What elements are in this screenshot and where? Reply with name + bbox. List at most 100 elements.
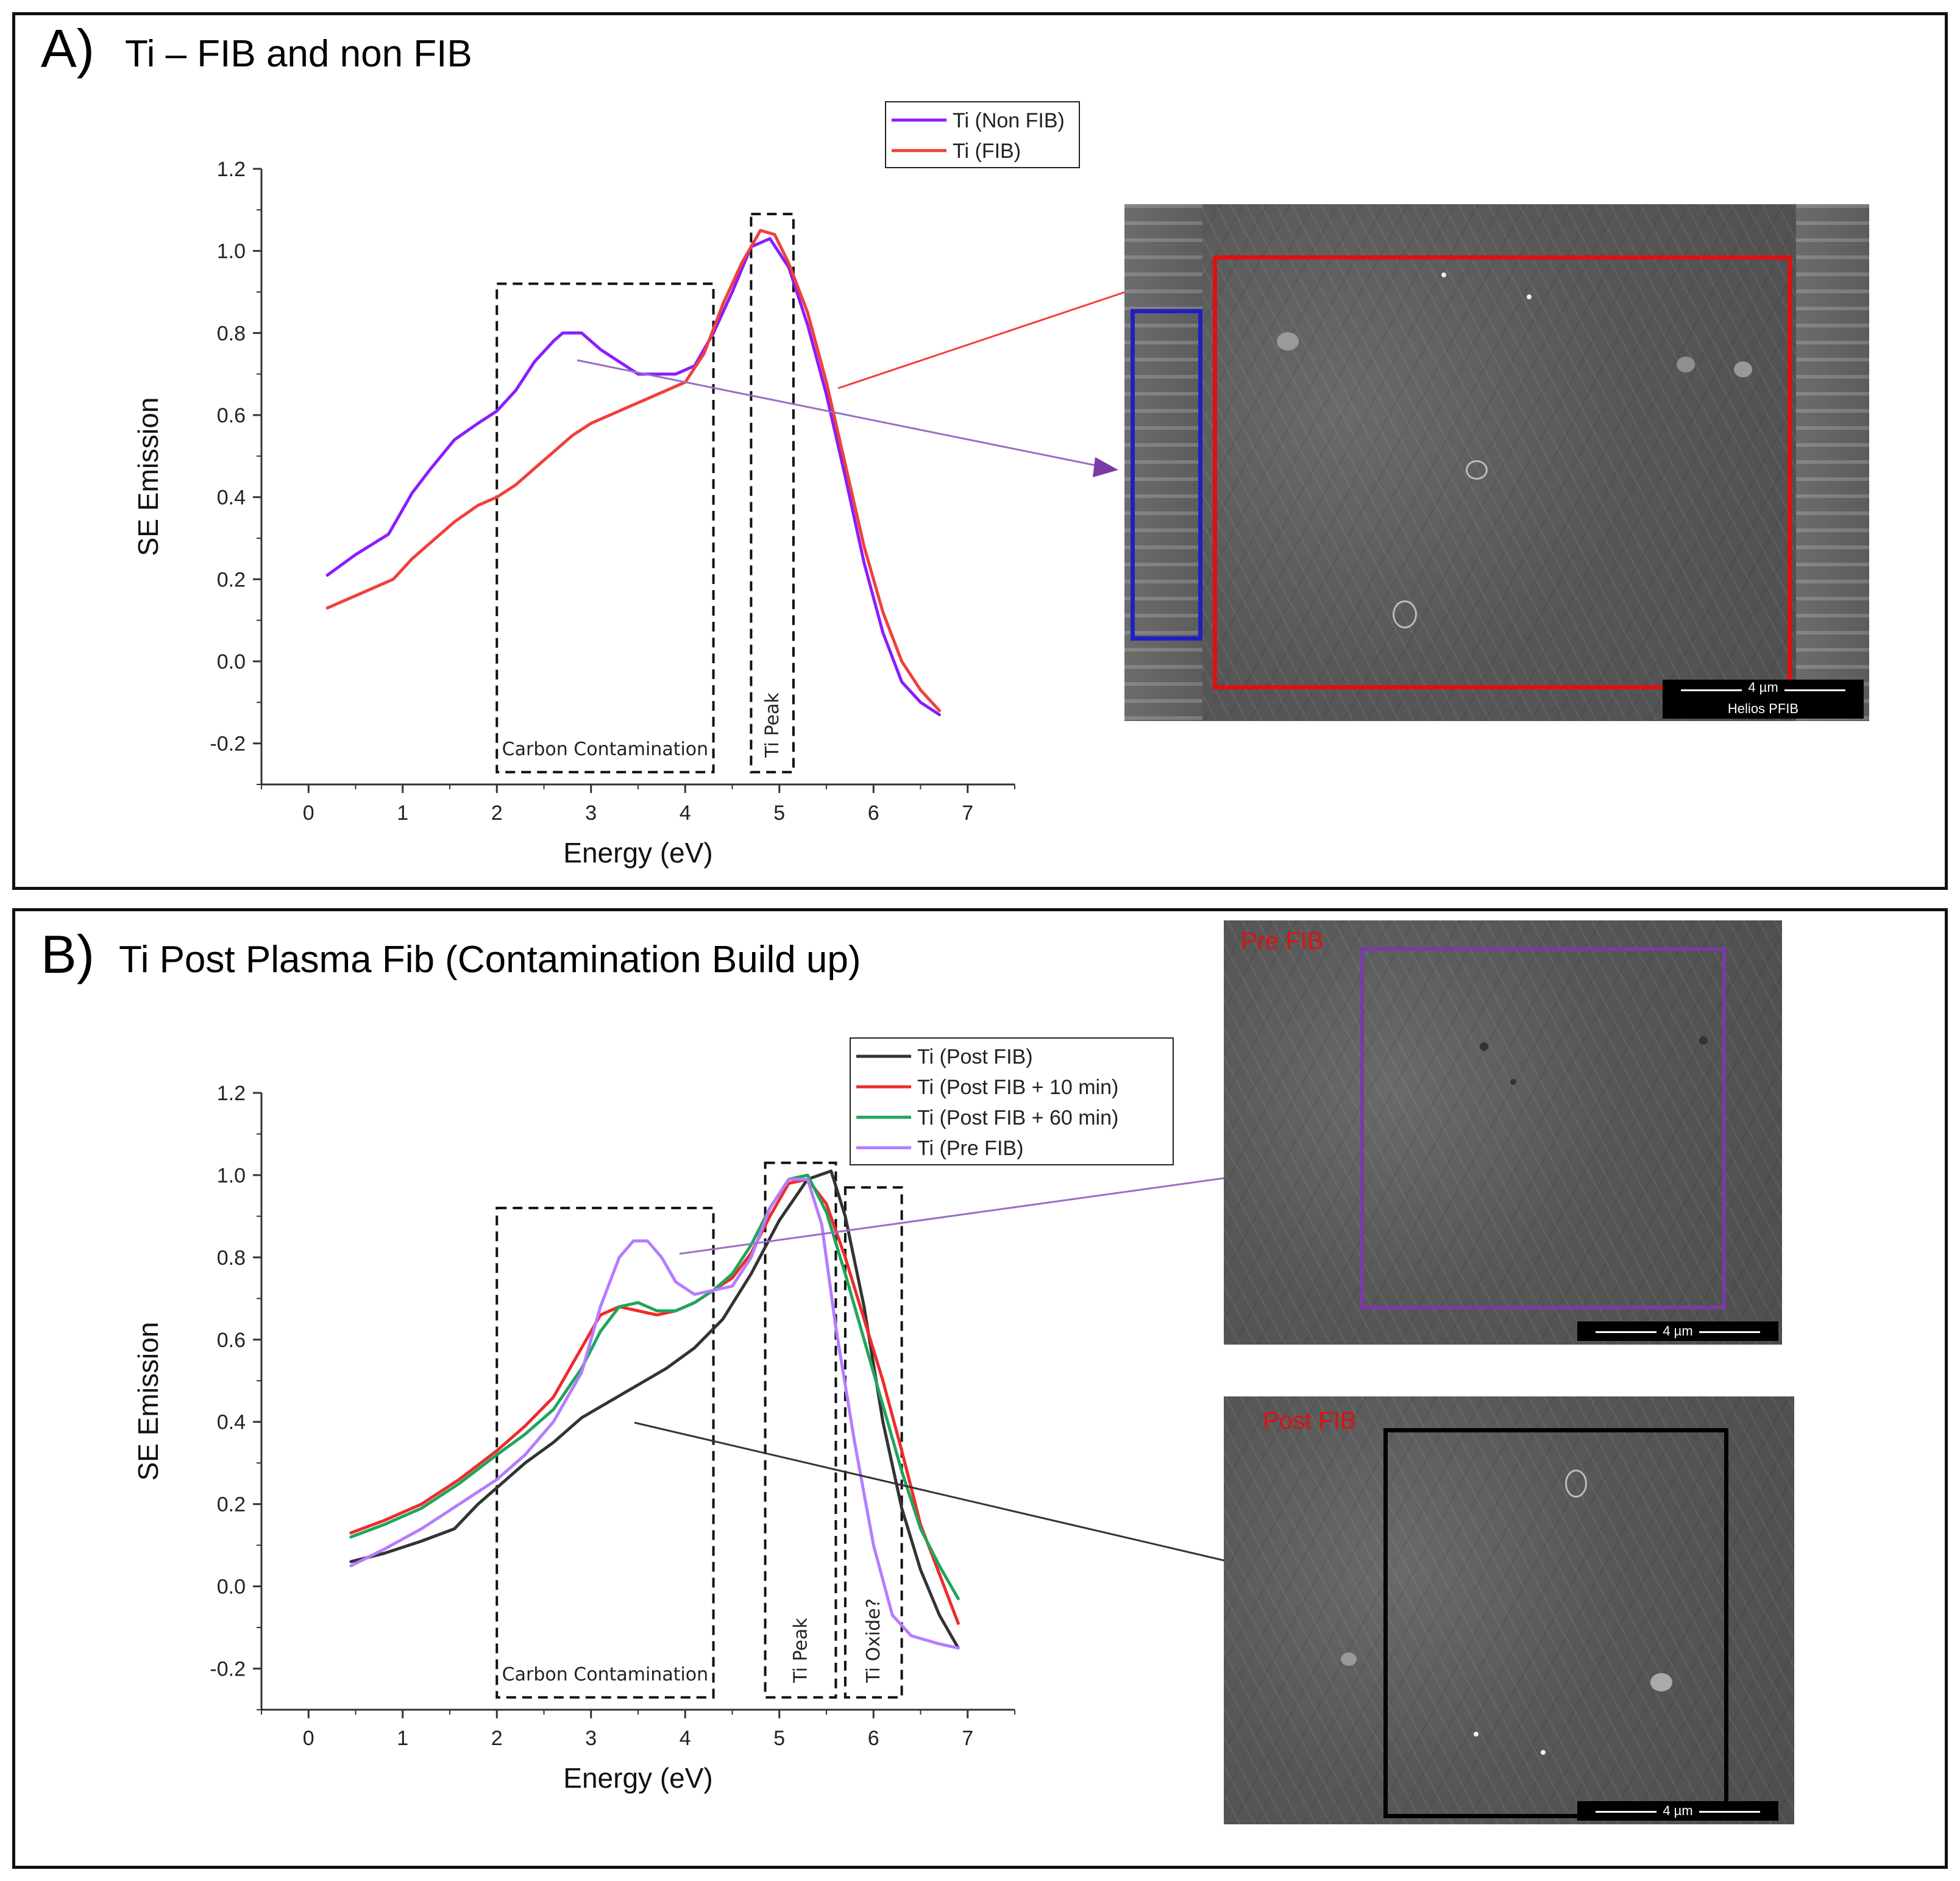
series-line [349, 1169, 960, 1650]
y-tick-label: 0.4 [217, 1411, 246, 1434]
x-tick-label: 5 [773, 802, 785, 825]
annotation-label: Ti Oxide? [863, 1598, 884, 1683]
x-tick-label: 1 [397, 1727, 408, 1750]
annotation-box [764, 1161, 837, 1699]
particle [1650, 1673, 1672, 1691]
nonfib-roi-arrowhead [1093, 457, 1118, 477]
sem-edge-strip-right [1796, 204, 1869, 721]
annotation-box [495, 282, 715, 773]
roi-fib-box [1213, 255, 1792, 689]
pre-fib-label: Pre FIB [1241, 928, 1324, 955]
sem-micrograph-post-fib: Post FIB 4 µm [1224, 1396, 1794, 1824]
particle [1734, 361, 1752, 377]
series-line [349, 1173, 960, 1601]
roi-nonfib-box [1131, 309, 1202, 641]
x-tick-label: 0 [303, 1727, 314, 1750]
particle [1393, 600, 1417, 628]
y-tick-label: 0.2 [217, 1493, 246, 1517]
panel-a: A) Ti – FIB and non FIB -0.2 0.0 0.2 0.4 0.6… [12, 12, 1948, 890]
x-tick-label: 2 [491, 1727, 503, 1750]
y-tick-label: -0.2 [210, 1658, 246, 1681]
annotation-label: Ti Peak [790, 1618, 812, 1684]
annotation-label: Carbon Contamination [502, 739, 709, 760]
legend-label: Ti (Non FIB) [953, 109, 1065, 132]
particle [1341, 1652, 1357, 1666]
particle [1677, 357, 1695, 372]
sem-texture [1124, 204, 1869, 721]
scale-bar: 4 µm [1663, 680, 1864, 699]
legend-box [850, 1037, 1174, 1165]
particle [1480, 1042, 1488, 1051]
y-tick-label: 0.4 [217, 486, 246, 510]
panel-a-title: Ti – FIB and non FIB [125, 33, 472, 75]
particle [1474, 1732, 1479, 1737]
roi-pre-fib-box [1360, 947, 1726, 1309]
scale-bar-label: 4 µm [1656, 1323, 1699, 1339]
sem-texture [1224, 920, 1782, 1345]
legend-box [885, 101, 1080, 168]
annotation-box [843, 1186, 903, 1699]
x-tick-label: 3 [585, 1727, 597, 1750]
particle [1510, 1079, 1516, 1085]
y-axis-label: SE Emission [132, 1322, 164, 1481]
y-tick-label: 0.6 [217, 1329, 246, 1352]
x-tick-label: 5 [773, 1727, 785, 1750]
nonfib-roi-arrow [577, 359, 1107, 469]
chart-a: -0.2 0.0 0.2 0.4 0.6 0.8 1.0 1.2 0 1 2 3 4 5 6 7 Energy … [132, 101, 1187, 869]
x-tick-label: 0 [303, 802, 314, 825]
particle [1277, 332, 1299, 350]
sem-micrograph-pre-fib: Pre FIB 4 µm [1224, 920, 1782, 1345]
y-tick-label: 0.0 [217, 650, 246, 674]
fib-roi-arrow [837, 273, 1179, 389]
particle [1565, 1470, 1587, 1498]
x-axis-label: Energy (eV) [563, 1762, 712, 1794]
y-tick-label: 0.6 [217, 404, 246, 427]
annotation-box [750, 213, 795, 773]
particle [1541, 1750, 1546, 1755]
y-tick-label: 0.0 [217, 1576, 246, 1599]
y-tick-label: 0.8 [217, 322, 246, 345]
y-tick-label: 0.8 [217, 1246, 246, 1270]
series-line [349, 1178, 960, 1625]
y-axis-label: SE Emission [132, 397, 164, 556]
x-tick-label: 2 [491, 802, 503, 825]
scale-bar-label: 4 µm [1656, 1803, 1699, 1818]
instrument-label: Helios PFIB [1727, 701, 1799, 716]
annotation-label: Ti Peak [762, 692, 783, 758]
sem-edge-strip [1124, 204, 1202, 721]
post-fib-label: Post FIB [1263, 1407, 1357, 1434]
particle [1527, 294, 1532, 299]
x-tick-label: 6 [868, 802, 879, 825]
particle [1699, 1036, 1708, 1045]
particle [1466, 460, 1488, 480]
x-axis-label: Energy (eV) [563, 837, 712, 869]
scale-bar-label: 4 µm [1742, 680, 1784, 695]
y-tick-label: 1.2 [217, 158, 246, 181]
chart-b: -0.2 0.0 0.2 0.4 0.6 0.8 1.0 1.2 0 1 2 3 4 5 6 7 Energy … [132, 1037, 1374, 1794]
series-line [349, 1178, 960, 1650]
y-tick-label: 1.0 [217, 1164, 246, 1187]
y-tick-label: 0.2 [217, 568, 246, 591]
x-tick-label: 3 [585, 802, 597, 825]
series-line [325, 229, 941, 713]
instrument-label-box: Helios PFIB [1663, 699, 1864, 719]
x-tick-label: 1 [397, 802, 408, 825]
panel-b: B) Ti Post Plasma Fib (Contamination Bui… [12, 908, 1948, 1869]
sem-texture [1224, 1396, 1794, 1824]
roi-post-fib-box [1383, 1428, 1728, 1818]
scale-bar: 4 µm [1577, 1801, 1778, 1821]
panel-a-letter: A) [41, 18, 94, 79]
legend-label: Ti (FIB) [953, 140, 1021, 163]
legend-label: Ti (Post FIB) [917, 1045, 1033, 1069]
panel-b-letter: B) [41, 924, 94, 984]
y-tick-label: 1.0 [217, 240, 246, 263]
panel-b-title: Ti Post Plasma Fib (Contamination Build … [119, 939, 861, 981]
x-tick-label: 4 [680, 802, 691, 825]
legend-label: Ti (Pre FIB) [917, 1137, 1023, 1160]
particle [1441, 272, 1446, 277]
x-tick-label: 6 [868, 1727, 879, 1750]
legend-label: Ti (Post FIB + 60 min) [917, 1106, 1118, 1129]
y-tick-label: -0.2 [210, 733, 246, 756]
y-tick-label: 1.2 [217, 1082, 246, 1105]
legend-label: Ti (Post FIB + 10 min) [917, 1076, 1118, 1099]
